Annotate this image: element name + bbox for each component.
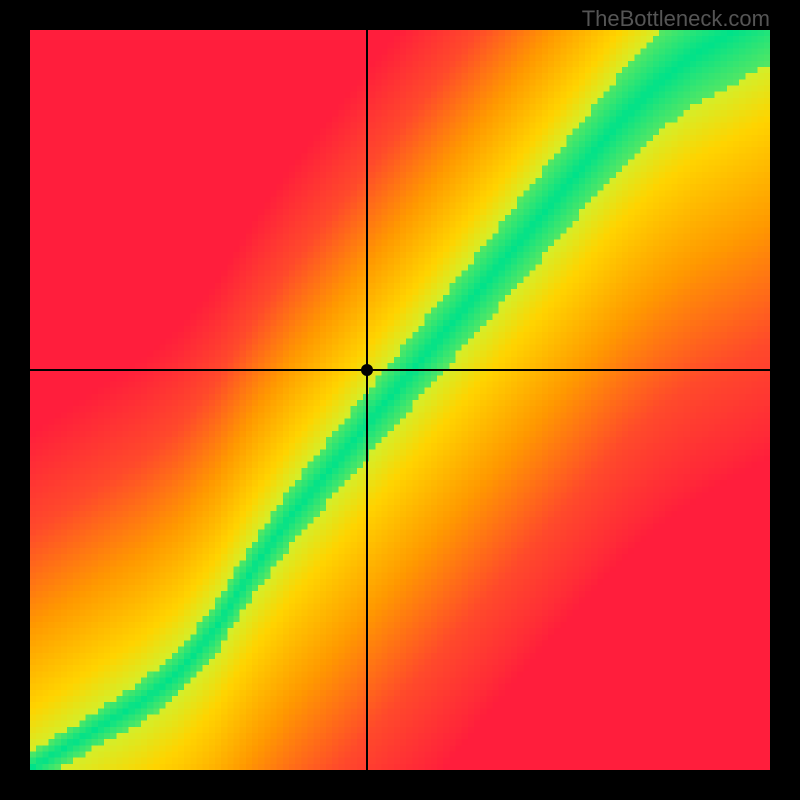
chart-container: TheBottleneck.com [0,0,800,800]
marker-dot [361,364,373,376]
crosshair-vertical [366,30,368,770]
watermark-text: TheBottleneck.com [582,6,770,32]
crosshair-horizontal [30,369,770,371]
heatmap-canvas [30,30,770,770]
